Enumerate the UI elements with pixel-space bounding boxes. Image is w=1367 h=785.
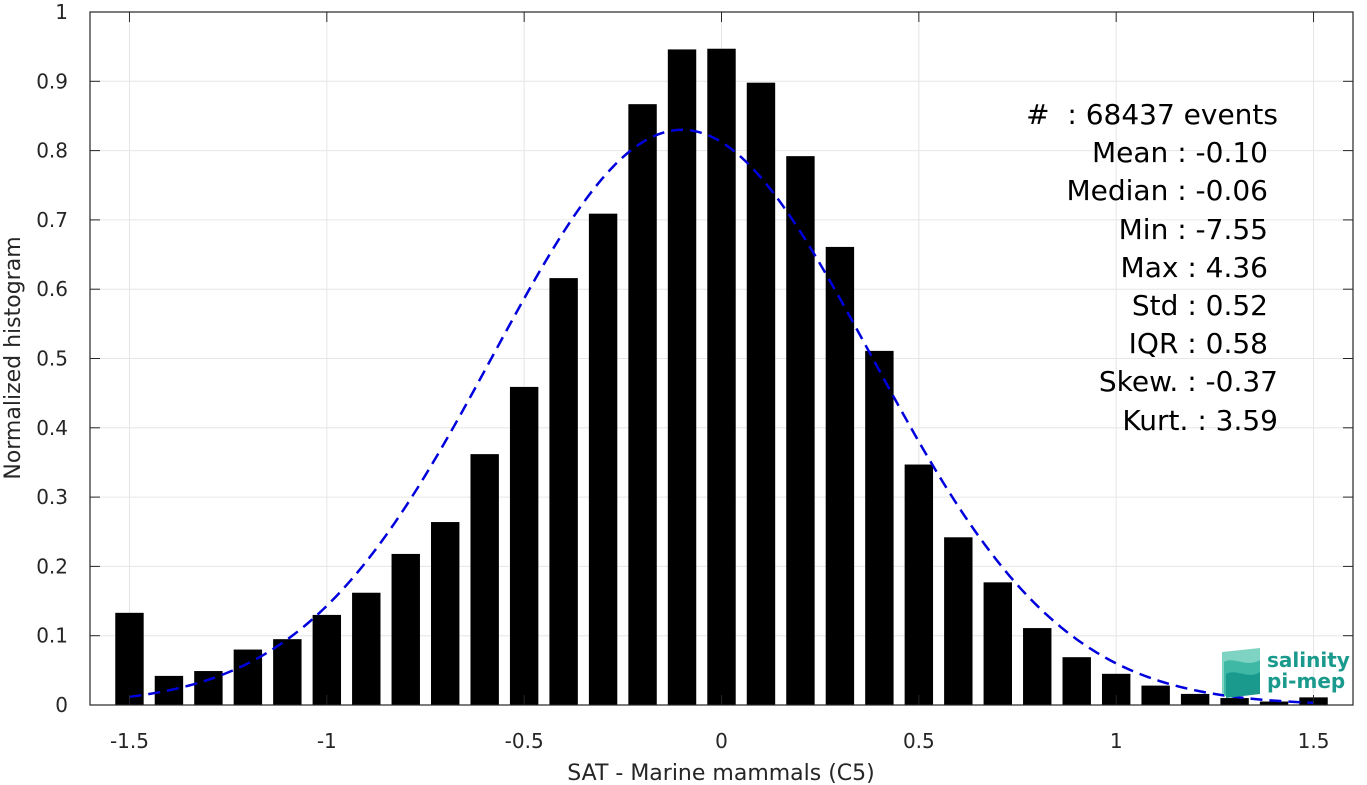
- x-axis-label: SAT - Marine mammals (C5): [567, 761, 875, 785]
- histogram-bar: [312, 614, 342, 705]
- stat-events: # : 68437 events: [1026, 98, 1278, 131]
- histogram-bar: [1259, 701, 1289, 705]
- x-tick-label: -1.5: [110, 729, 149, 753]
- y-tick-label: 0.4: [36, 416, 68, 440]
- x-tick-label: -0.5: [505, 729, 544, 753]
- x-tick-label: 0.5: [903, 729, 935, 753]
- histogram-bar: [588, 213, 618, 705]
- histogram-bar: [786, 156, 815, 706]
- histogram-bar: [707, 48, 736, 705]
- histogram-bar: [1180, 693, 1210, 705]
- histogram-bar: [1023, 628, 1052, 705]
- histogram-bar: [431, 522, 460, 705]
- axis-ticks: [90, 11, 1353, 706]
- stat-skew: Skew. : -0.37: [1099, 365, 1278, 398]
- histogram-bar: [391, 553, 420, 705]
- histogram-bar: [509, 386, 539, 705]
- y-tick-labels: 0 0.1 0.2 0.3 0.4 0.5 0.6 0.7 0.8 0.9 1: [36, 0, 68, 717]
- histogram-bar: [904, 464, 934, 705]
- histogram-bar: [825, 246, 855, 705]
- histogram-bar: [352, 592, 381, 705]
- histogram-bar: [667, 49, 697, 706]
- stat-max: Max : 4.36: [1121, 251, 1268, 284]
- logo-line-2: pi-mep: [1267, 669, 1345, 693]
- stat-median: Median : -0.06: [1066, 174, 1268, 207]
- y-tick-label: 0.5: [36, 347, 68, 371]
- histogram-bar: [628, 104, 657, 705]
- x-tick-label: 0: [715, 729, 728, 753]
- stat-mean: Mean : -0.10: [1092, 136, 1268, 169]
- histogram-bar: [865, 350, 894, 705]
- logo-line-1: salinity: [1267, 648, 1350, 672]
- x-tick-label: 1.5: [1298, 729, 1330, 753]
- y-tick-label: 0.3: [36, 485, 68, 509]
- x-tick-label: 1: [1110, 729, 1123, 753]
- stat-iqr: IQR : 0.58: [1129, 327, 1268, 360]
- x-tick-label: -1: [317, 729, 337, 753]
- x-tick-labels: -1.5 -1 -0.5 0 0.5 1 1.5: [110, 729, 1329, 753]
- y-tick-label: 0.7: [36, 208, 68, 232]
- histogram-bar: [549, 278, 578, 705]
- y-tick-label: 0.9: [36, 69, 68, 93]
- y-tick-label: 0.2: [36, 554, 68, 578]
- histogram-bar: [273, 639, 302, 705]
- stat-std: Std : 0.52: [1132, 289, 1268, 322]
- stats-box: # : 68437 events Mean : -0.10 Median : -…: [1026, 98, 1278, 437]
- histogram-bar: [470, 454, 499, 705]
- y-tick-label: 0.1: [36, 624, 68, 648]
- histogram-bar: [746, 82, 776, 706]
- pi-mep-wave-icon: [1222, 648, 1260, 698]
- y-tick-label: 0.8: [36, 139, 68, 163]
- histogram-bar: [983, 582, 1012, 705]
- y-tick-label: 0.6: [36, 277, 68, 301]
- histogram-bar: [194, 671, 223, 705]
- stat-min: Min : -7.55: [1119, 213, 1268, 246]
- histogram-bar: [944, 537, 973, 705]
- y-tick-label: 1: [55, 0, 68, 24]
- histogram-bar: [1141, 685, 1170, 705]
- pi-mep-logo: salinity pi-mep: [1222, 648, 1350, 698]
- y-axis-label: Normalized histogram: [1, 236, 26, 479]
- histogram-bar: [115, 612, 144, 705]
- histogram-bar: [1220, 698, 1249, 705]
- histogram-bar: [1062, 657, 1091, 705]
- y-tick-label: 0: [55, 693, 68, 717]
- stat-kurt: Kurt. : 3.59: [1122, 404, 1278, 437]
- histogram-bars: [115, 48, 1328, 706]
